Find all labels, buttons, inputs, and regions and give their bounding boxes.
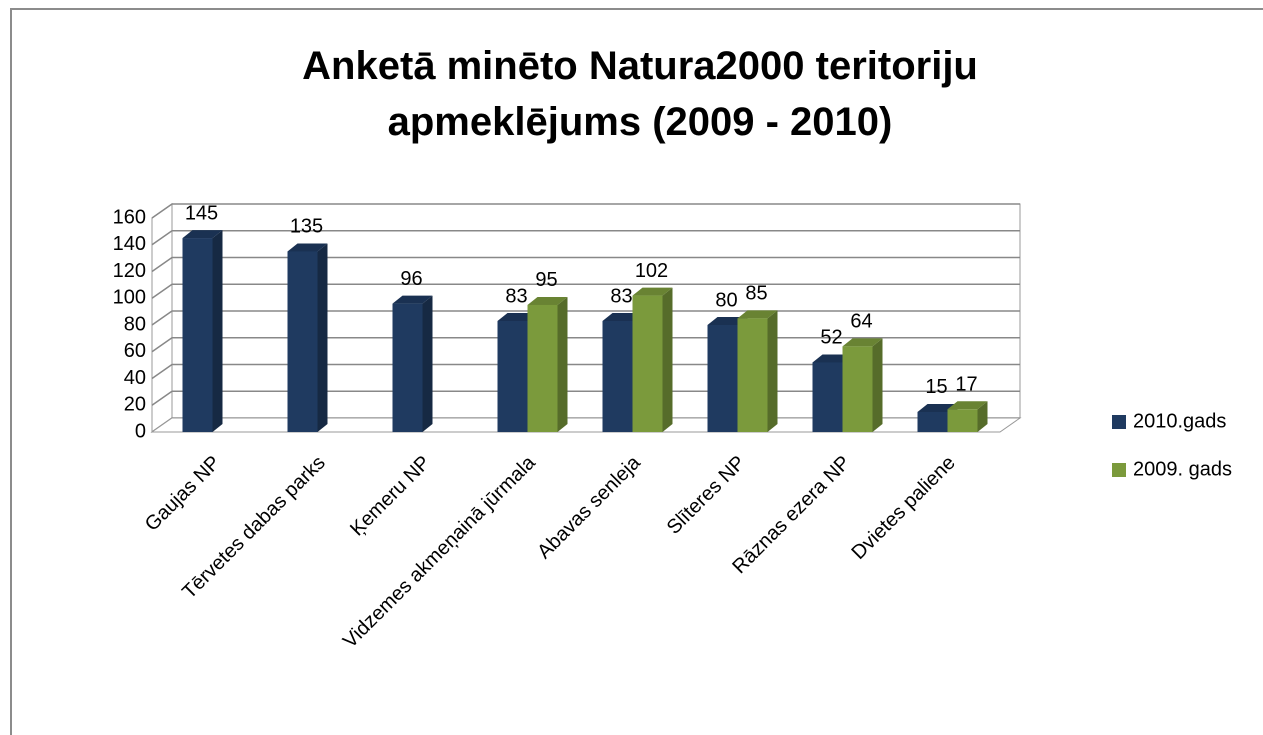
legend-label: 2010.gads xyxy=(1133,410,1226,432)
bar xyxy=(947,409,978,432)
floor xyxy=(150,417,1022,433)
chart-title: Anketā minēto Natura2000 teritoriju apme… xyxy=(302,44,978,144)
y-tick-label: 140 xyxy=(113,233,146,255)
legend-swatch xyxy=(1112,463,1126,477)
bar xyxy=(737,318,768,432)
bar xyxy=(527,304,558,432)
value-label: 80 xyxy=(715,289,737,311)
value-label: 96 xyxy=(400,268,422,290)
y-tick-label: 80 xyxy=(124,313,146,335)
bar-side xyxy=(872,338,883,432)
bar xyxy=(812,362,843,432)
bar-top xyxy=(842,338,883,347)
bar-top xyxy=(737,310,778,319)
value-label: 102 xyxy=(635,260,668,282)
bar xyxy=(497,320,528,432)
bar-top xyxy=(182,230,223,239)
bar xyxy=(842,346,873,432)
bar-side xyxy=(557,296,568,432)
grid-line xyxy=(151,230,1020,246)
bar xyxy=(182,238,213,432)
value-label: 95 xyxy=(535,269,557,291)
x-tick-label: Vidzemes akmeņainā jūrmala xyxy=(339,451,540,652)
y-tick-label: 0 xyxy=(135,420,146,442)
bar-side xyxy=(317,243,328,432)
y-tick-label: 40 xyxy=(124,367,146,389)
value-label: 83 xyxy=(610,285,632,307)
bar-side xyxy=(212,230,223,432)
bar-side xyxy=(422,295,433,432)
x-tick-label: Abavas senleja xyxy=(533,451,645,563)
bar-top xyxy=(287,243,328,252)
bar xyxy=(917,411,948,432)
y-tick-label: 100 xyxy=(113,287,146,309)
x-tick-label: Rāznas ezera NP xyxy=(728,452,854,578)
bar-top xyxy=(527,296,568,305)
value-label: 145 xyxy=(185,202,218,224)
value-label: 52 xyxy=(820,327,842,349)
y-tick-label: 160 xyxy=(113,206,146,228)
bar xyxy=(287,251,318,432)
y-tick-label: 60 xyxy=(124,340,146,362)
bar xyxy=(392,303,423,432)
bar-side xyxy=(767,310,778,432)
bar xyxy=(707,325,738,432)
x-tick-label: Ķemeru NP xyxy=(346,452,435,541)
y-tick-label: 120 xyxy=(113,260,146,282)
bar-top xyxy=(947,401,988,410)
chart-border xyxy=(10,8,1263,735)
x-tick-label: Gaujas NP xyxy=(141,452,225,536)
bar-side xyxy=(662,287,673,432)
grid-line xyxy=(151,256,1020,273)
bar-side xyxy=(977,401,988,432)
y-tick-label: 20 xyxy=(124,394,146,416)
bar xyxy=(632,295,663,432)
value-label: 17 xyxy=(955,374,977,396)
legend-swatch xyxy=(1112,415,1126,429)
value-label: 85 xyxy=(745,283,767,305)
x-tick-label: Dvietes paliene xyxy=(848,452,960,564)
value-label: 15 xyxy=(925,376,947,398)
grid-line xyxy=(151,310,1020,326)
legend-label: 2009. gads xyxy=(1133,458,1232,480)
value-label: 64 xyxy=(850,311,872,333)
bar xyxy=(602,320,633,432)
grid-line xyxy=(151,283,1020,299)
value-label: 83 xyxy=(505,285,527,307)
value-label: 135 xyxy=(290,216,323,238)
grid-line xyxy=(151,203,1020,219)
x-tick-label: Slīteres NP xyxy=(663,452,750,539)
bar-top xyxy=(632,287,673,296)
bar-top xyxy=(392,295,433,304)
